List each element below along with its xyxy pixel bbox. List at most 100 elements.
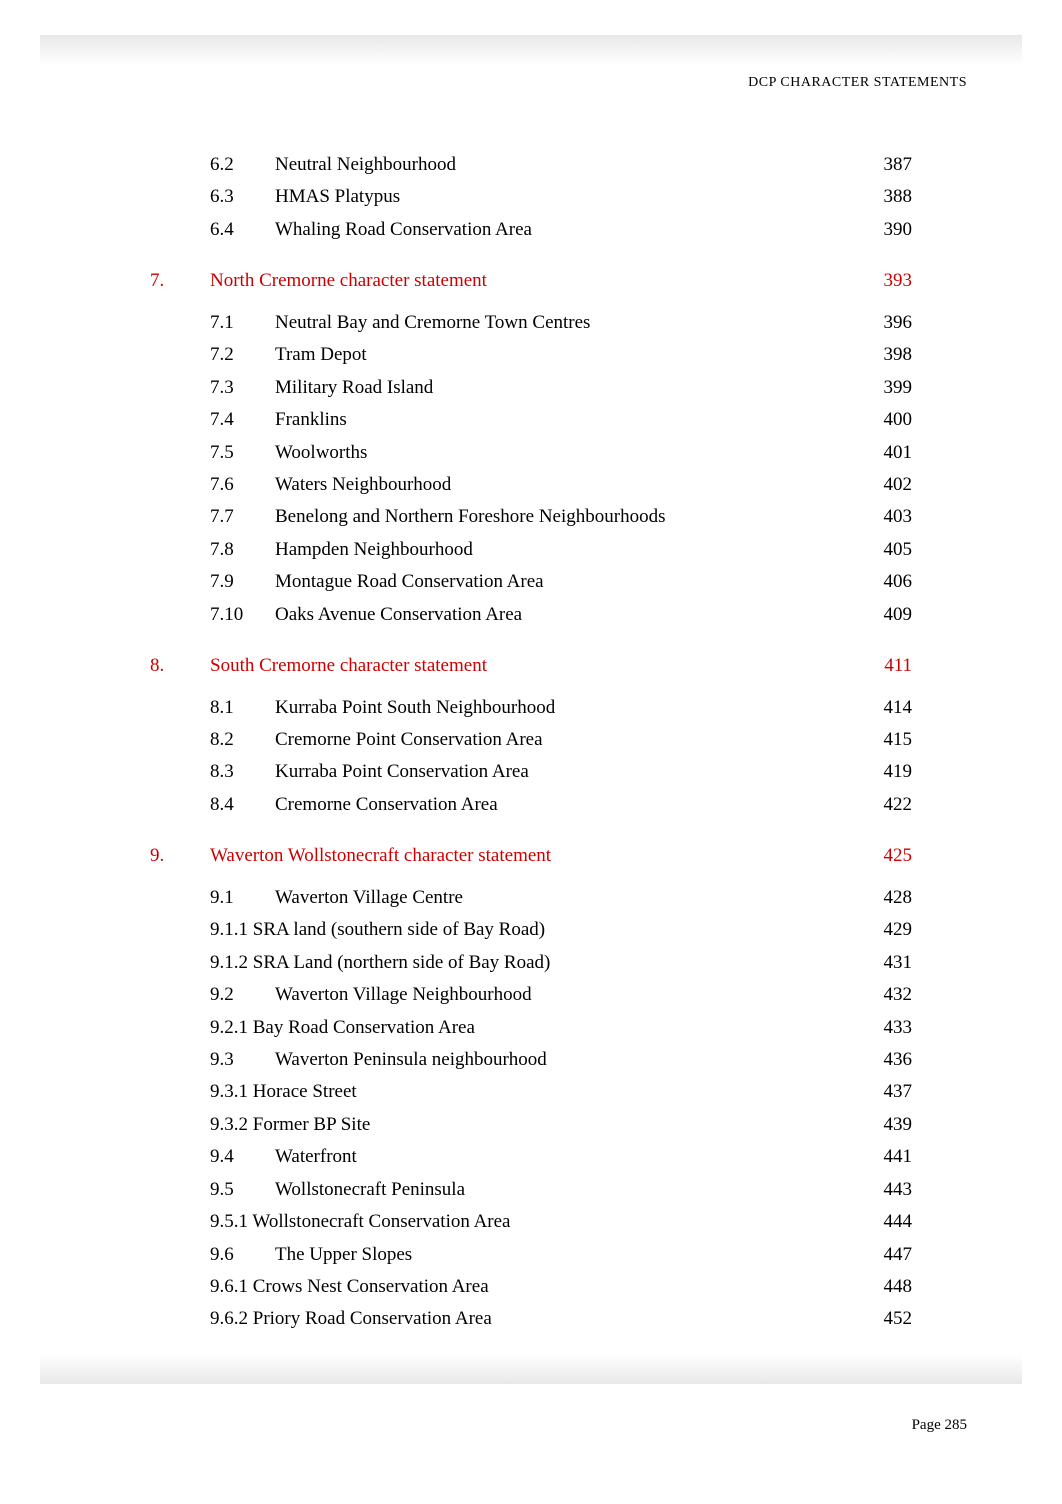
toc-title-text: Wollstonecraft Conservation Area — [252, 1211, 510, 1232]
toc-item: 9.6.1 Crows Nest Conservation Area 448 — [210, 1272, 912, 1301]
toc-section-title: South Cremorne character statement — [210, 651, 862, 680]
toc-item: 7.1 Neutral Bay and Cremorne Town Centre… — [210, 308, 912, 337]
toc-item: 8.1 Kurraba Point South Neighbourhood 41… — [210, 693, 912, 722]
toc-num: 9.1.2 — [210, 952, 248, 973]
toc-page: 441 — [862, 1142, 912, 1171]
toc-num: 7.4 — [210, 405, 275, 434]
toc-section-num: 9. — [150, 841, 210, 870]
toc-page: 401 — [862, 438, 912, 467]
toc-num: 9.2.1 — [210, 1017, 248, 1038]
toc-page: 396 — [862, 308, 912, 337]
toc-item: 6.2 Neutral Neighbourhood 387 — [210, 150, 912, 179]
toc-item: 9.1.1 SRA land (southern side of Bay Roa… — [210, 915, 912, 944]
toc-item: 9.6.2 Priory Road Conservation Area 452 — [210, 1304, 912, 1333]
toc-page: 422 — [862, 790, 912, 819]
toc-section-title: Waverton Wollstonecraft character statem… — [210, 841, 862, 870]
toc-title: Hampden Neighbourhood — [275, 535, 862, 564]
toc-num: 9.3 — [210, 1045, 275, 1074]
toc-page: 439 — [862, 1110, 912, 1139]
toc-title-text: SRA Land (northern side of Bay Road) — [253, 952, 551, 973]
toc-title: 9.1.1 SRA land (southern side of Bay Roa… — [210, 915, 862, 944]
toc-num: 6.2 — [210, 150, 275, 179]
toc-page: 428 — [862, 883, 912, 912]
toc-page: 429 — [862, 915, 912, 944]
toc-item: 9.5 Wollstonecraft Peninsula 443 — [210, 1175, 912, 1204]
toc-item: 9.2.1 Bay Road Conservation Area 433 — [210, 1013, 912, 1042]
toc-page: 403 — [862, 502, 912, 531]
toc-title: Kurraba Point Conservation Area — [275, 757, 862, 786]
toc-title: 9.5.1 Wollstonecraft Conservation Area — [210, 1207, 862, 1236]
toc-section-heading: 9. Waverton Wollstonecraft character sta… — [150, 841, 912, 870]
toc-item: 9.3.2 Former BP Site 439 — [210, 1110, 912, 1139]
toc-num: 7.3 — [210, 373, 275, 402]
toc-title-text: Former BP Site — [253, 1114, 371, 1135]
toc-page: 448 — [862, 1272, 912, 1301]
toc-num: 9.6 — [210, 1240, 275, 1269]
toc-page: 400 — [862, 405, 912, 434]
toc-section-page: 411 — [862, 651, 912, 680]
toc-num: 8.2 — [210, 725, 275, 754]
toc-item: 9.5.1 Wollstonecraft Conservation Area 4… — [210, 1207, 912, 1236]
toc-num: 9.3.1 — [210, 1081, 248, 1102]
page-number: Page 285 — [912, 1417, 967, 1434]
toc-page: 406 — [862, 567, 912, 596]
toc-num: 9.4 — [210, 1142, 275, 1171]
toc-section-num: 7. — [150, 266, 210, 295]
toc-page: 388 — [862, 182, 912, 211]
toc-title: The Upper Slopes — [275, 1240, 862, 1269]
toc-item: 9.2 Waverton Village Neighbourhood 432 — [210, 980, 912, 1009]
toc-item: 7.8 Hampden Neighbourhood 405 — [210, 535, 912, 564]
bottom-shadow — [40, 1354, 1022, 1384]
toc-title: Tram Depot — [275, 340, 862, 369]
page: DCP CHARACTER STATEMENTS 6.2 Neutral Nei… — [0, 0, 1062, 1504]
toc-num: 8.3 — [210, 757, 275, 786]
toc-title: 9.1.2 SRA Land (northern side of Bay Roa… — [210, 948, 862, 977]
toc-page: 390 — [862, 215, 912, 244]
toc-item: 8.2 Cremorne Point Conservation Area 415 — [210, 725, 912, 754]
toc-title: Neutral Neighbourhood — [275, 150, 862, 179]
toc-section-page: 425 — [862, 841, 912, 870]
toc-item: 7.4 Franklins 400 — [210, 405, 912, 434]
toc-title: Benelong and Northern Foreshore Neighbou… — [275, 502, 862, 531]
toc-item: 7.6 Waters Neighbourhood 402 — [210, 470, 912, 499]
toc-page: 414 — [862, 693, 912, 722]
toc-num: 7.8 — [210, 535, 275, 564]
toc-section-page: 393 — [862, 266, 912, 295]
toc-num: 7.5 — [210, 438, 275, 467]
toc-page: 452 — [862, 1304, 912, 1333]
toc-title: Waverton Village Centre — [275, 883, 862, 912]
toc-item: 9.3.1 Horace Street 437 — [210, 1077, 912, 1106]
toc-page: 433 — [862, 1013, 912, 1042]
toc-title-text: Horace Street — [253, 1081, 357, 1102]
toc-item: 9.1.2 SRA Land (northern side of Bay Roa… — [210, 948, 912, 977]
toc-num: 6.3 — [210, 182, 275, 211]
toc-num: 7.9 — [210, 567, 275, 596]
toc-num: 7.1 — [210, 308, 275, 337]
toc-num: 9.1 — [210, 883, 275, 912]
toc-item: 6.4 Whaling Road Conservation Area 390 — [210, 215, 912, 244]
toc-page: 432 — [862, 980, 912, 1009]
toc-title: Kurraba Point South Neighbourhood — [275, 693, 862, 722]
toc-num: 7.6 — [210, 470, 275, 499]
toc-page: 443 — [862, 1175, 912, 1204]
toc-num: 9.1.1 — [210, 919, 248, 940]
toc-title: Franklins — [275, 405, 862, 434]
toc-num: 9.6.2 — [210, 1308, 248, 1329]
toc-title-text: Priory Road Conservation Area — [253, 1308, 492, 1329]
toc-num: 9.3.2 — [210, 1114, 248, 1135]
toc-num: 7.10 — [210, 600, 275, 629]
toc-page: 402 — [862, 470, 912, 499]
toc-num: 9.6.1 — [210, 1276, 248, 1297]
toc-section-title: North Cremorne character statement — [210, 266, 862, 295]
toc-title: Woolworths — [275, 438, 862, 467]
toc-num: 8.1 — [210, 693, 275, 722]
toc-num: 6.4 — [210, 215, 275, 244]
toc-section-heading: 8. South Cremorne character statement 41… — [150, 651, 912, 680]
toc-page: 436 — [862, 1045, 912, 1074]
toc-page: 447 — [862, 1240, 912, 1269]
toc-title: Cremorne Conservation Area — [275, 790, 862, 819]
toc-item: 9.4 Waterfront 441 — [210, 1142, 912, 1171]
toc-title: 9.2.1 Bay Road Conservation Area — [210, 1013, 862, 1042]
toc-title: Cremorne Point Conservation Area — [275, 725, 862, 754]
toc-num: 7.2 — [210, 340, 275, 369]
